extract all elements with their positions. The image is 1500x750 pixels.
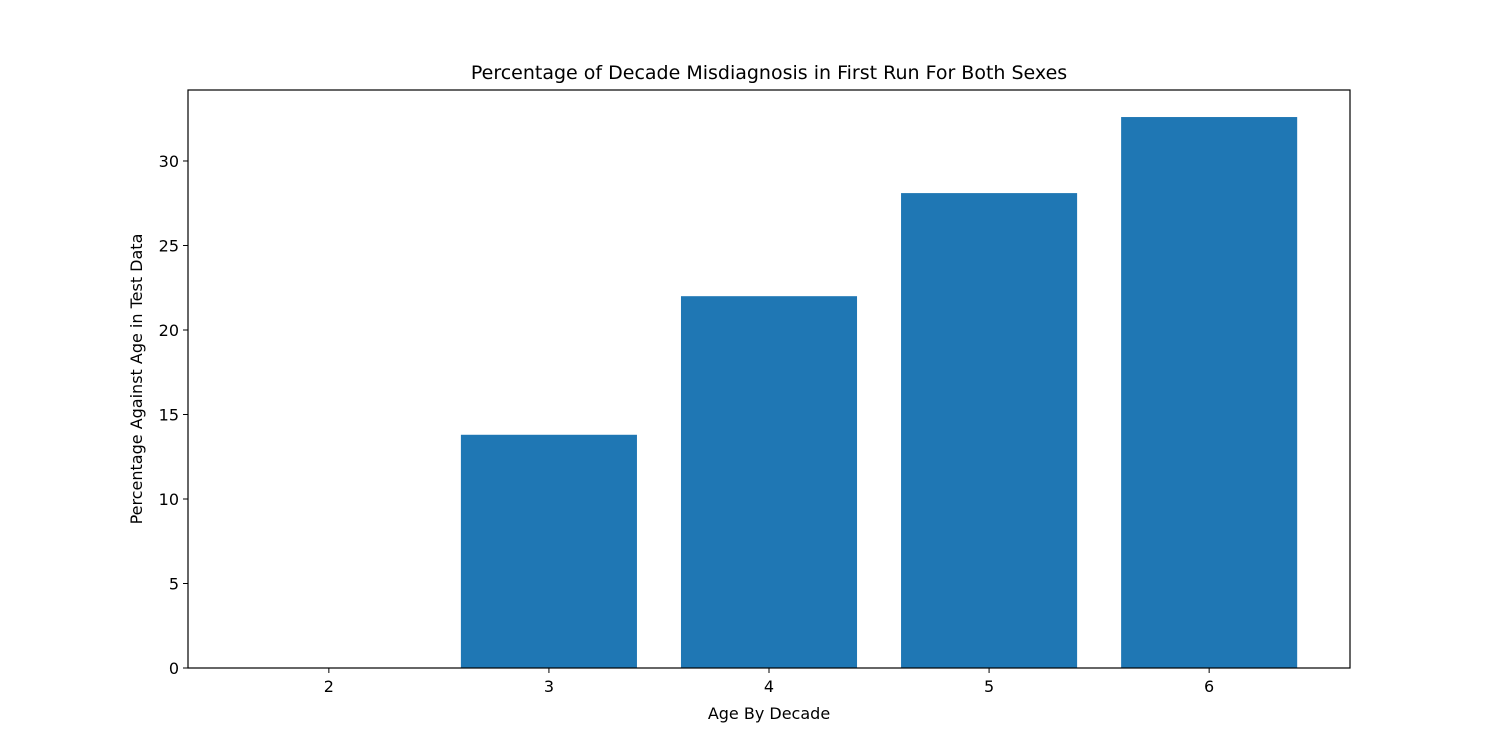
x-tick-label: 6 — [1204, 677, 1214, 696]
bar-6 — [1121, 117, 1298, 668]
bar-4 — [680, 296, 858, 668]
x-tick-label: 4 — [764, 677, 774, 696]
y-tick-label: 0 — [169, 659, 179, 678]
plot-frame — [187, 89, 1351, 669]
x-axis: 2 3 4 5 6 — [324, 668, 1214, 696]
y-tick-label: 5 — [169, 574, 179, 593]
y-tick-label: 15 — [159, 405, 179, 424]
y-axis: 0 5 10 15 20 25 30 — [159, 152, 188, 678]
bar-3 — [460, 434, 637, 668]
x-tick-label: 3 — [544, 677, 554, 696]
y-tick-label: 25 — [159, 236, 179, 255]
x-tick-label: 5 — [984, 677, 994, 696]
y-tick-label: 20 — [159, 321, 179, 340]
x-axis-label: Age By Decade — [708, 704, 830, 723]
x-tick-label: 2 — [324, 677, 334, 696]
y-axis-label: Percentage Against Age in Test Data — [127, 234, 146, 525]
bar-5 — [901, 193, 1078, 668]
chart-title: Percentage of Decade Misdiagnosis in Fir… — [471, 62, 1067, 84]
y-tick-label: 30 — [159, 152, 179, 171]
y-tick-label: 10 — [159, 490, 179, 509]
bars-group — [460, 117, 1298, 668]
